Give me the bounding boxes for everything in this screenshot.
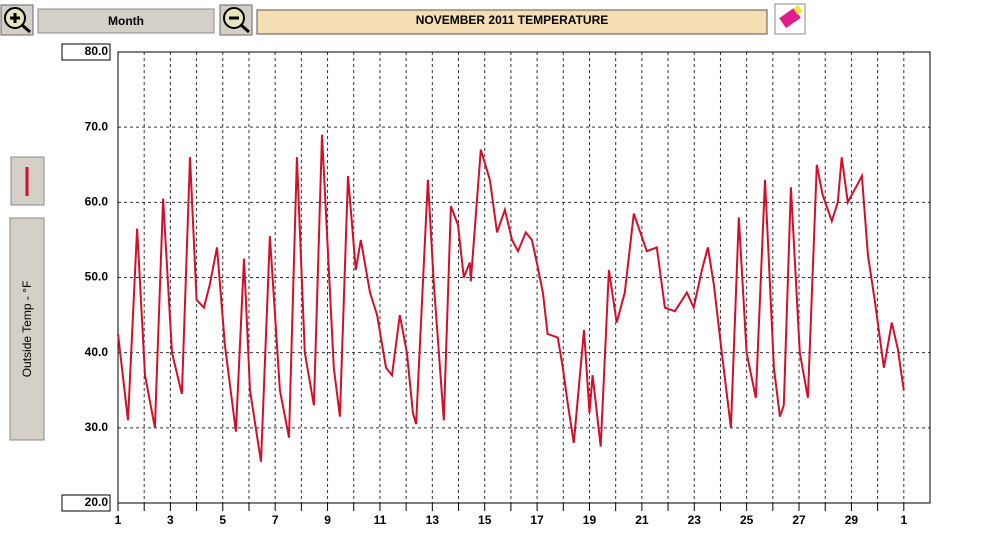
title-box — [256, 9, 768, 35]
x-tick-label: 19 — [583, 513, 597, 527]
x-tick-label: 13 — [426, 513, 440, 527]
period-button[interactable]: Month — [37, 8, 215, 34]
plot-frame — [117, 51, 931, 504]
x-tick-label: 29 — [845, 513, 859, 527]
x-tick-label: 1 — [900, 513, 907, 527]
x-tick-label: 17 — [530, 513, 544, 527]
x-tick-label: 3 — [167, 513, 174, 527]
x-tick-label: 27 — [792, 513, 806, 527]
y-tick-box — [62, 419, 110, 436]
y-tick-label: 40.0 — [85, 345, 109, 359]
x-tick-label: 15 — [478, 513, 492, 527]
y-tick-label: 30.0 — [85, 420, 109, 434]
x-tick-label: 25 — [740, 513, 754, 527]
y-axis-label: Outside Temp - °F — [20, 281, 34, 378]
legend-button[interactable] — [10, 156, 45, 206]
chart-title: NOVEMBER 2011 TEMPERATURE — [416, 13, 609, 27]
y-tick-box — [62, 119, 110, 136]
y-tick-box — [61, 494, 111, 512]
color-button[interactable] — [774, 3, 806, 35]
x-tick-label: 23 — [688, 513, 702, 527]
x-tick-label: 9 — [324, 513, 331, 527]
y-tick-box — [61, 43, 111, 61]
period-label: Month — [108, 14, 144, 28]
y-tick-label: 60.0 — [85, 195, 109, 209]
y-tick-label: 70.0 — [85, 119, 109, 133]
x-tick-label: 21 — [635, 513, 649, 527]
x-tick-label: 11 — [374, 513, 387, 527]
y-tick-box — [62, 344, 110, 361]
x-tick-label: 7 — [272, 513, 279, 527]
x-tick-label: 1 — [115, 513, 122, 527]
y-axis-button[interactable]: Outside Temp - °F — [9, 217, 45, 441]
y-tick-label: 50.0 — [85, 270, 109, 284]
y-tick-box — [62, 194, 110, 211]
line-series — [117, 134, 905, 462]
y-tick-label: 20.0 — [85, 495, 109, 509]
zoom-out-button[interactable] — [219, 4, 253, 36]
zoom-in-button[interactable] — [0, 4, 34, 36]
y-tick-box — [62, 269, 110, 286]
x-tick-label: 5 — [219, 513, 226, 527]
y-tick-label: 80.0 — [85, 44, 109, 58]
